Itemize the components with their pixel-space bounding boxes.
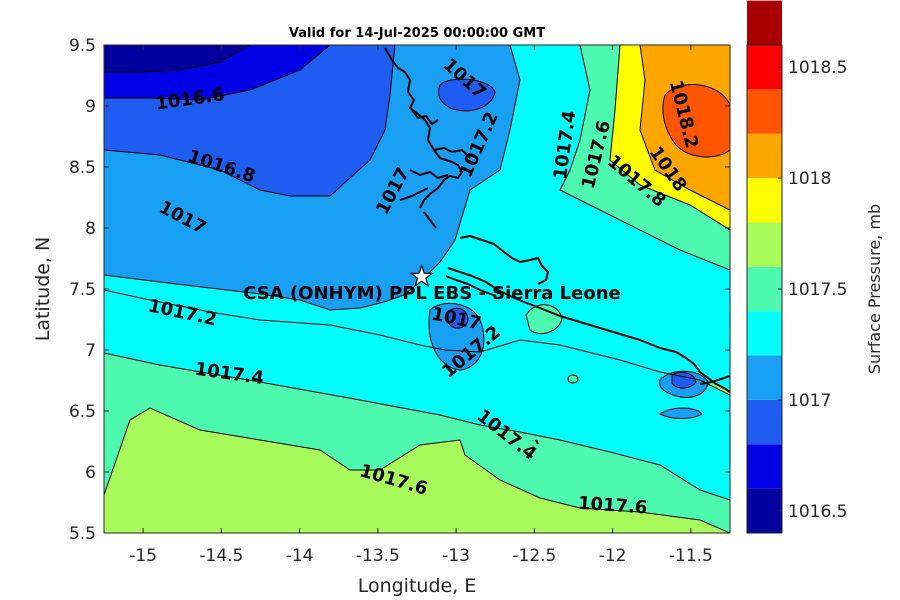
y-tick-label: 6.5 bbox=[69, 402, 96, 422]
x-tick-label: -11.5 bbox=[669, 546, 713, 566]
site-label: CSA (ONHYM) PPL EBS - Sierra Leone bbox=[243, 283, 620, 304]
x-tick-label: -14 bbox=[286, 546, 314, 566]
colorbar-swatch bbox=[747, 488, 782, 533]
band-pocket-1017-4 bbox=[526, 304, 562, 334]
colorbar-swatch bbox=[747, 178, 782, 223]
colorbar-swatch bbox=[747, 311, 782, 356]
colorbar-swatch bbox=[747, 89, 782, 134]
band-1018-2 bbox=[662, 84, 730, 157]
colorbar-tick-label: 1018.5 bbox=[788, 58, 847, 78]
colorbar-swatch bbox=[747, 266, 782, 312]
band-1016-8 bbox=[104, 45, 696, 389]
colorbar-swatch bbox=[747, 0, 782, 45]
y-axis-label: Latitude, N bbox=[32, 237, 54, 342]
colorbar-swatch bbox=[747, 399, 782, 445]
contour-label: 1017.6 bbox=[577, 493, 648, 519]
band-1017-4 bbox=[104, 45, 730, 533]
x-tick-label: -14.5 bbox=[199, 546, 243, 566]
colorbar-tick-label: 1016.5 bbox=[788, 502, 847, 522]
y-axis-ticks: 5.5 6 6.5 7 7.5 8 8.5 9 9.5 bbox=[69, 36, 730, 544]
coastline bbox=[384, 47, 730, 445]
isobars bbox=[104, 45, 730, 533]
x-axis-ticks: -15 -14.5 -14 -13.5 -13 -12.5 -12 -11.5 bbox=[129, 45, 713, 566]
colorbar-swatch bbox=[747, 133, 782, 179]
y-tick-label: 8.5 bbox=[69, 158, 96, 178]
x-tick-label: -13 bbox=[442, 546, 470, 566]
x-tick-label: -12.5 bbox=[512, 546, 556, 566]
x-tick-label: -12 bbox=[599, 546, 627, 566]
y-tick-label: 9.5 bbox=[69, 36, 96, 56]
site-star-icon bbox=[409, 263, 434, 288]
colorbar-tick-label: 1018 bbox=[788, 169, 831, 189]
map-title: Valid for 14-Jul-2025 00:00:00 GMT bbox=[289, 26, 545, 41]
y-tick-label: 5.5 bbox=[69, 524, 96, 544]
colorbar-swatch bbox=[747, 222, 782, 267]
y-tick-label: 6 bbox=[85, 463, 96, 483]
band-1016-4 bbox=[104, 45, 250, 72]
y-tick-label: 8 bbox=[85, 219, 96, 239]
colorbar-label: Surface Pressure, mb bbox=[865, 204, 884, 374]
y-tick-label: 9 bbox=[85, 97, 96, 117]
y-tick-label: 7 bbox=[85, 341, 96, 361]
x-axis-label: Longitude, E bbox=[358, 575, 477, 597]
colorbar-swatch bbox=[747, 355, 782, 400]
y-tick-label: 7.5 bbox=[69, 280, 96, 300]
colorbar: 1016.5 1017 1017.5 1018 1018.5 bbox=[746, 0, 847, 534]
colorbar-swatch bbox=[747, 444, 782, 489]
colorbar-tick-label: 1017.5 bbox=[788, 280, 847, 300]
x-tick-label: -15 bbox=[129, 546, 157, 566]
x-tick-label: -13.5 bbox=[356, 546, 400, 566]
site-marker bbox=[409, 263, 434, 288]
small-contour-island bbox=[567, 374, 579, 384]
band-1017-0 bbox=[104, 45, 708, 419]
colorbar-tick-label: 1017 bbox=[788, 391, 831, 411]
colorbar-swatch bbox=[747, 45, 782, 90]
